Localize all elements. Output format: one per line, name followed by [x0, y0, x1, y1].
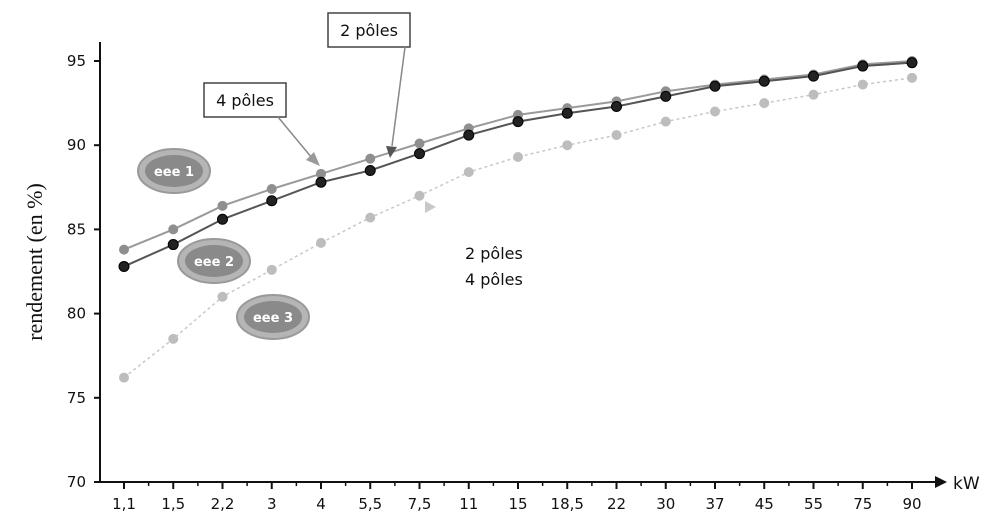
y-tick-label: 90	[67, 136, 86, 154]
series-0-point	[168, 224, 179, 235]
series-2-point	[857, 79, 868, 90]
x-tick-label: 30	[656, 495, 675, 513]
x-axis-arrow-icon	[935, 476, 947, 488]
y-ticks: 70 75 80 85 90 95	[67, 52, 100, 491]
y-tick-label: 95	[67, 52, 86, 70]
series-2-point	[119, 372, 129, 383]
x-tick-label: 90	[902, 495, 921, 513]
x-tick-label: 75	[853, 495, 872, 513]
series-2-point	[710, 106, 720, 117]
callout-4-poles: 4 pôles	[203, 82, 320, 166]
series-1-point	[118, 260, 130, 272]
series-2-point	[414, 190, 425, 201]
series-1-point	[611, 100, 622, 112]
eee1-badge: eee 1	[137, 148, 211, 194]
y-tick-label: 80	[67, 305, 86, 323]
x-tick-label: 55	[804, 495, 823, 513]
x-tick-label: 37	[705, 495, 724, 513]
series-2-point	[611, 130, 622, 141]
series-2-point	[316, 237, 326, 248]
callout-2-poles-text: 2 pôles	[340, 21, 398, 40]
series-2-point	[513, 151, 523, 162]
series-1-point	[364, 164, 376, 176]
series-2-point	[808, 89, 819, 100]
series-2-point	[168, 333, 179, 344]
x-tick-label: 1,1	[112, 495, 136, 513]
eee3-badge: eee 3	[236, 294, 310, 340]
series-0-point	[217, 200, 228, 211]
series-2-point	[660, 116, 671, 127]
series-1-point	[857, 60, 869, 72]
x-tick-label: 22	[607, 495, 626, 513]
series-0-point	[119, 244, 129, 255]
eee2-badge-text: eee 2	[194, 255, 234, 270]
series-1-point	[266, 195, 278, 207]
annotation-4-poles: 4 pôles	[465, 270, 523, 289]
series-1-point	[512, 116, 524, 128]
series-1-point	[758, 75, 770, 87]
series-2-point	[463, 167, 474, 178]
series-1-point	[808, 70, 819, 82]
x-tick-label: 2,2	[211, 495, 235, 513]
x-tick-label: 15	[508, 495, 527, 513]
series-1-point	[217, 213, 228, 225]
eee1-badge-text: eee 1	[154, 165, 194, 180]
series-layer	[118, 56, 918, 383]
series-2-point	[365, 212, 376, 223]
callout-2-poles-arrow-icon	[386, 146, 397, 158]
y-tick-label: 70	[67, 473, 86, 491]
x-ticks: 1,1 1,5 2,2 3 4 5,5 7,5 11 15 18,5 22 30 37 45 55 75 90	[112, 482, 922, 513]
y-axis-title: rendement (en %)	[22, 183, 47, 341]
eee2-badge: eee 2	[177, 238, 251, 284]
annotation-2-poles: 2 pôles	[465, 244, 523, 263]
x-tick-label: 18,5	[551, 495, 584, 513]
x-tick-label: 1,5	[161, 495, 185, 513]
series-1-point	[414, 148, 425, 160]
eee2-arrow-icon	[425, 201, 436, 213]
y-tick-label: 85	[67, 220, 86, 238]
series-0-point	[266, 183, 277, 194]
callout-2-poles: 2 pôles	[327, 12, 411, 158]
series-2-point	[562, 140, 573, 151]
y-tick-label: 75	[67, 389, 86, 407]
series-1-point	[463, 129, 475, 141]
x-tick-label: 3	[267, 495, 277, 513]
callout-4-poles-text: 4 pôles	[216, 91, 274, 110]
series-1-point	[315, 176, 327, 188]
x-tick-label: 45	[755, 495, 774, 513]
series-1-point	[167, 239, 179, 251]
series-1-point	[660, 90, 672, 102]
series-1-point	[906, 57, 918, 69]
series-2-point	[907, 72, 917, 83]
series-0-point	[414, 138, 425, 149]
x-tick-label: 11	[459, 495, 478, 513]
x-tick-label: 7,5	[408, 495, 432, 513]
series-2-point	[266, 264, 277, 275]
series-1-point	[561, 107, 573, 119]
eee3-badge-text: eee 3	[253, 311, 293, 326]
series-0-point	[365, 153, 376, 164]
series-2-point	[217, 291, 228, 302]
series-line-2	[123, 77, 913, 379]
x-axis-unit-label: kW	[953, 474, 980, 494]
series-1-point	[709, 80, 721, 92]
x-tick-label: 5,5	[358, 495, 382, 513]
series-2-point	[759, 98, 770, 109]
x-tick-label: 4	[316, 495, 326, 513]
callout-4-poles-arrow-icon	[306, 152, 320, 166]
